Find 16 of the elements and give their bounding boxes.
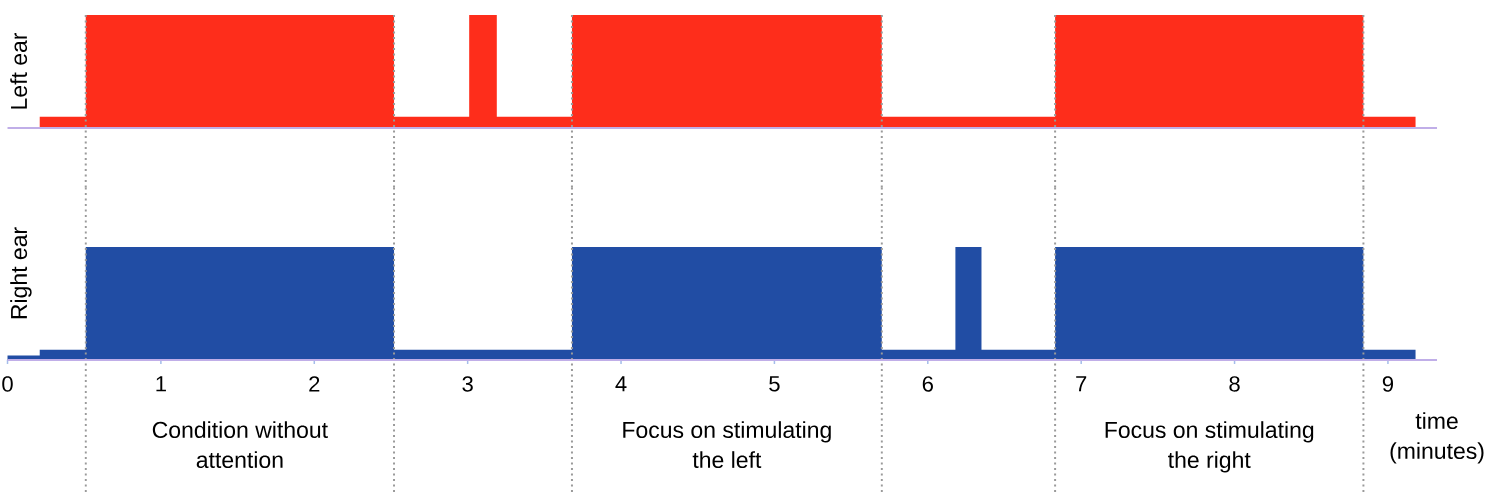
x-tick-label: 8 [1229, 376, 1240, 392]
x-tick-label: 4 [615, 376, 627, 392]
x-tick-label: 3 [462, 376, 473, 392]
x-tick-label: 6 [922, 376, 933, 392]
x-axis-title: time (minutes) [1390, 412, 1484, 464]
x-tick-label: 7 [1076, 376, 1087, 392]
x-tick-label: 2 [309, 376, 320, 392]
x-tick-label: 9 [1382, 376, 1394, 392]
x-tick-label: 0 [2, 376, 13, 392]
x-tick-label: 1 [156, 376, 166, 392]
text: Condition without attention [152, 421, 328, 469]
text: Focus on stimulating the left [623, 421, 831, 469]
text: Focus on stimulating the right [1105, 421, 1314, 473]
y-axis-title: Left ear [10, 32, 28, 109]
y-axis-title: Right ear [10, 227, 32, 319]
x-tick-label: 5 [769, 376, 780, 392]
